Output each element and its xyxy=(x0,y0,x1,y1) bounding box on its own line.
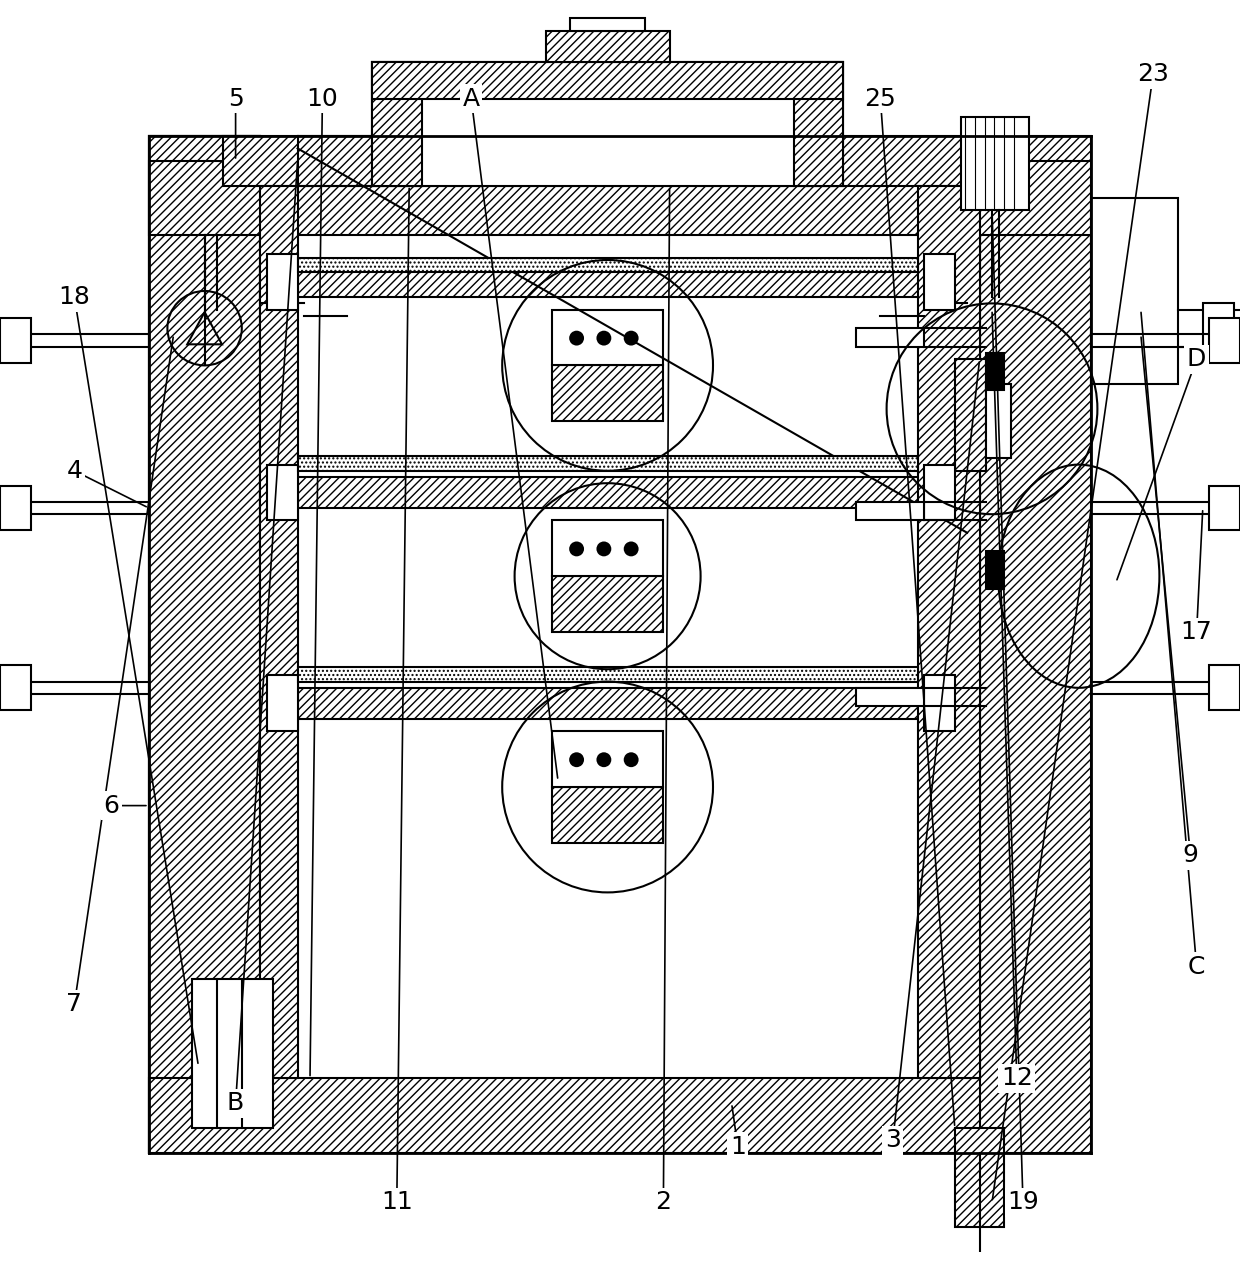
Bar xyxy=(372,62,843,186)
Bar xyxy=(552,787,663,843)
Text: 10: 10 xyxy=(306,87,339,111)
Bar xyxy=(149,161,1091,235)
Bar xyxy=(1203,303,1234,353)
Bar xyxy=(924,254,955,310)
Text: 1: 1 xyxy=(730,1135,745,1159)
Bar xyxy=(552,521,663,576)
Text: 2: 2 xyxy=(656,1191,671,1215)
Bar xyxy=(856,502,924,521)
Bar xyxy=(1209,319,1240,363)
Bar xyxy=(918,186,980,1078)
Bar xyxy=(298,666,918,681)
Text: B: B xyxy=(227,1091,244,1115)
Bar xyxy=(149,137,260,1153)
Bar xyxy=(149,137,260,1153)
Bar xyxy=(980,137,1091,1153)
Bar xyxy=(192,980,273,1127)
Circle shape xyxy=(569,752,584,767)
Text: 18: 18 xyxy=(58,286,91,310)
Bar xyxy=(986,384,1011,459)
Bar xyxy=(260,477,967,508)
Bar xyxy=(924,675,955,731)
Text: 5: 5 xyxy=(228,87,243,111)
Bar xyxy=(0,485,31,531)
Text: C: C xyxy=(1188,954,1205,978)
Bar xyxy=(223,137,967,186)
Bar xyxy=(955,359,986,470)
Bar xyxy=(298,456,918,470)
Circle shape xyxy=(596,331,611,345)
Text: D: D xyxy=(1187,348,1207,372)
Text: 23: 23 xyxy=(1137,62,1169,86)
Bar xyxy=(0,665,31,710)
Bar xyxy=(1209,665,1240,710)
Text: 11: 11 xyxy=(381,1191,413,1215)
Bar xyxy=(986,353,1004,391)
Bar xyxy=(961,118,1029,210)
Circle shape xyxy=(624,331,639,345)
Bar xyxy=(1209,485,1240,531)
Text: 3: 3 xyxy=(885,1129,900,1153)
Circle shape xyxy=(569,541,584,556)
Bar xyxy=(570,18,645,30)
Circle shape xyxy=(624,752,639,767)
Bar xyxy=(149,137,260,1153)
Text: 4: 4 xyxy=(67,459,82,483)
Text: 9: 9 xyxy=(1183,843,1198,867)
Bar xyxy=(986,551,1004,589)
Bar xyxy=(1091,198,1178,384)
Bar xyxy=(298,258,918,273)
Bar xyxy=(856,688,924,707)
Bar xyxy=(955,1127,1004,1227)
Text: 17: 17 xyxy=(1180,621,1213,643)
Bar xyxy=(267,675,298,731)
Bar xyxy=(552,310,663,365)
Bar xyxy=(260,688,967,719)
Circle shape xyxy=(624,541,639,556)
Bar xyxy=(924,465,955,521)
Bar xyxy=(552,576,663,632)
Text: 7: 7 xyxy=(67,992,82,1016)
Text: 12: 12 xyxy=(1001,1067,1033,1091)
Bar xyxy=(794,62,843,186)
Bar xyxy=(260,186,298,1078)
Bar xyxy=(0,319,31,363)
Text: 6: 6 xyxy=(104,794,119,818)
Bar xyxy=(856,329,924,346)
Bar xyxy=(267,254,298,310)
Bar xyxy=(546,30,670,62)
Text: 19: 19 xyxy=(1007,1191,1039,1215)
Bar xyxy=(267,465,298,521)
Circle shape xyxy=(596,541,611,556)
Bar xyxy=(372,62,422,186)
Circle shape xyxy=(569,331,584,345)
Bar xyxy=(552,731,663,787)
Bar xyxy=(552,365,663,421)
Bar xyxy=(372,62,843,99)
Text: A: A xyxy=(463,87,480,111)
Bar xyxy=(149,1078,1091,1153)
Bar xyxy=(260,267,967,297)
Circle shape xyxy=(596,752,611,767)
Text: 25: 25 xyxy=(864,87,897,111)
